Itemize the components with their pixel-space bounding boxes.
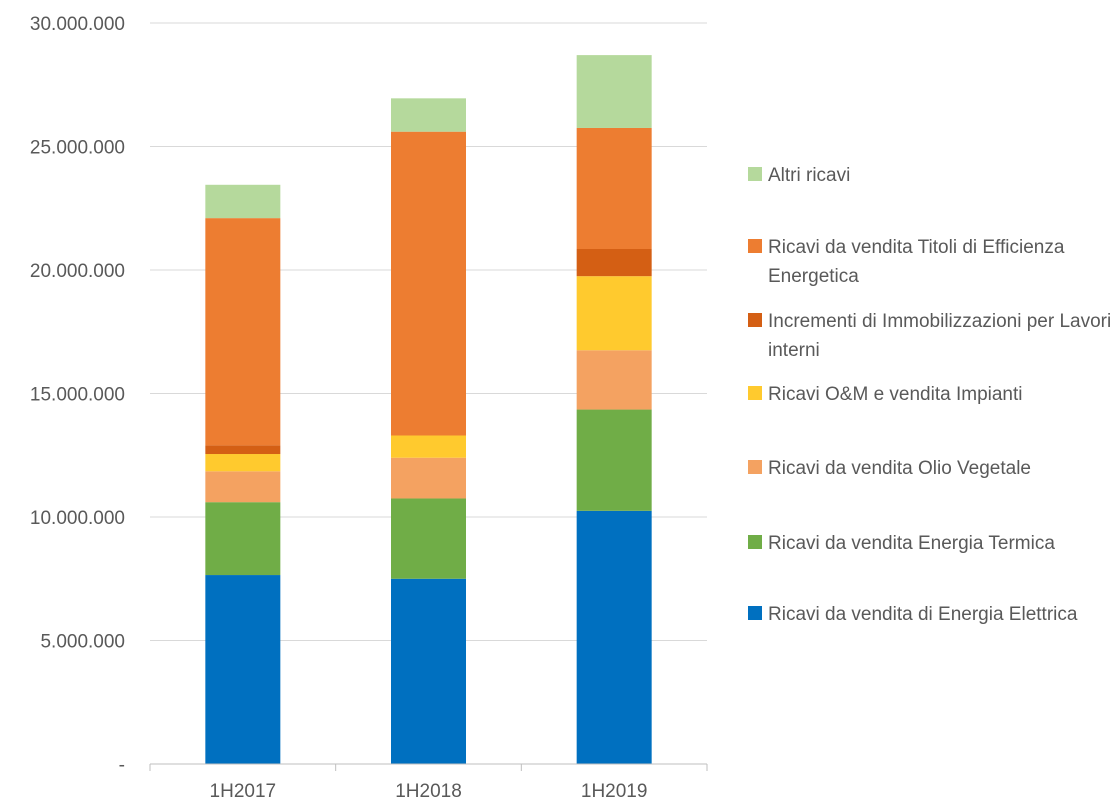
x-axis: 1H2017 1H2018 1H2019 xyxy=(149,763,708,802)
bar-segment xyxy=(205,454,281,472)
y-tick-label: 15.000.000 xyxy=(30,385,125,406)
y-axis: - 5.000.000 10.000.000 15.000.000 20.000.000… xyxy=(30,14,125,776)
legend-item: Ricavi O&M e vendita Impianti xyxy=(748,380,1113,409)
legend-label: Ricavi da vendita di Energia Elettrica xyxy=(768,604,1078,625)
legend-item: Ricavi da vendita Titoli di Efficienza E… xyxy=(748,233,1113,291)
bar-segment xyxy=(205,184,281,219)
legend-item: Ricavi da vendita di Energia Elettrica xyxy=(748,600,1113,629)
legend-swatch xyxy=(748,239,762,253)
legend-label: Ricavi O&M e vendita Impianti xyxy=(768,384,1023,405)
legend-item: Altri ricavi xyxy=(748,161,1113,190)
legend-swatch xyxy=(748,313,762,327)
y-tick-label: 10.000.000 xyxy=(30,508,125,529)
legend-item: Incrementi di Immobilizzazioni per Lavor… xyxy=(748,307,1113,365)
bar-segment xyxy=(391,131,466,436)
legend-swatch xyxy=(748,167,762,181)
legend-label: Ricavi da vendita Olio Vegetale xyxy=(768,458,1031,479)
bar-segment xyxy=(576,127,652,250)
legend-swatch xyxy=(748,386,762,400)
legend-label: Ricavi da vendita Energia Termica xyxy=(768,533,1055,554)
legend-swatch xyxy=(748,535,762,549)
y-tick-label: 20.000.000 xyxy=(30,261,125,282)
bar-segment xyxy=(576,510,652,764)
x-tick-label: 1H2017 xyxy=(210,781,277,802)
legend-label: Altri ricavi xyxy=(768,165,851,186)
bar-segment xyxy=(205,575,281,764)
bars xyxy=(205,55,652,764)
legend-swatch xyxy=(748,460,762,474)
bar-segment xyxy=(391,435,466,458)
legend-item: Ricavi da vendita Olio Vegetale xyxy=(748,454,1113,483)
legend-item: Ricavi da vendita Energia Termica xyxy=(748,529,1113,558)
y-tick-label: 5.000.000 xyxy=(40,632,125,653)
bar-segment xyxy=(391,98,466,132)
y-tick-label: 25.000.000 xyxy=(30,138,125,159)
bar-segment xyxy=(576,350,652,410)
bar-segment xyxy=(391,498,466,579)
bar-segment xyxy=(391,578,466,764)
x-tick-label: 1H2019 xyxy=(581,781,648,802)
legend-label: Incrementi di Immobilizzazioni per Lavor… xyxy=(768,311,1112,361)
bar-segment xyxy=(576,409,652,511)
bar-segment xyxy=(205,471,281,503)
bar-segment xyxy=(576,55,652,128)
legend-label: Ricavi da vendita Titoli di Efficienza E… xyxy=(768,237,1065,287)
x-tick-label: 1H2018 xyxy=(395,781,462,802)
y-tick-label: 30.000.000 xyxy=(30,14,125,35)
bar-segment xyxy=(576,276,652,351)
bar-segment xyxy=(576,249,652,277)
y-tick-label: - xyxy=(119,755,125,776)
legend-swatch xyxy=(748,606,762,620)
bar-segment xyxy=(205,502,281,576)
bar-segment xyxy=(391,457,466,499)
bar-segment xyxy=(205,445,281,455)
bar-segment xyxy=(205,218,281,446)
